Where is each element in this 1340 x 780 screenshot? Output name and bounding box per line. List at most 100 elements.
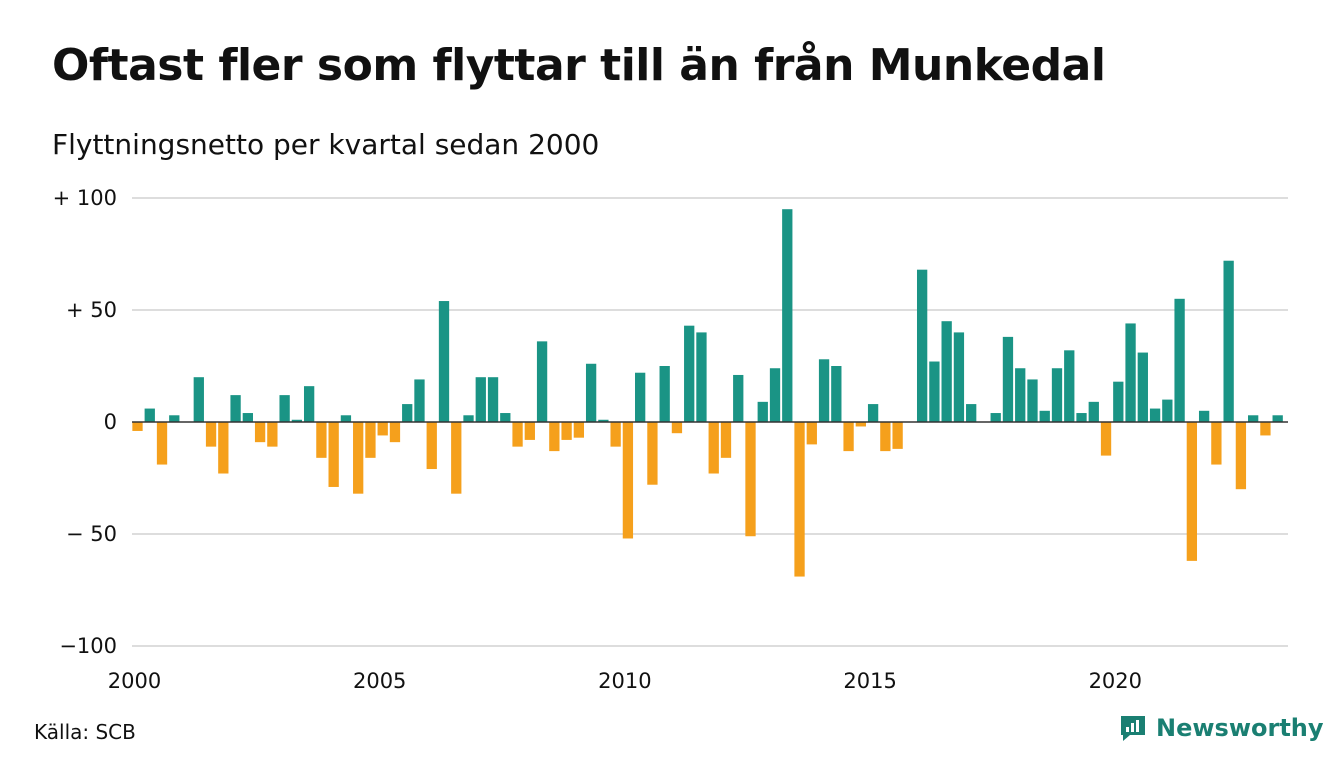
bar — [1260, 422, 1271, 436]
bar-chart: + 100 + 50 0 − 50 −100 2000 2005 2010 2015 2020 — [53, 186, 1288, 693]
bar — [402, 404, 413, 422]
bar — [451, 422, 462, 494]
bar — [782, 209, 793, 422]
bar — [144, 408, 155, 422]
bar — [1015, 368, 1026, 422]
bar — [1223, 260, 1234, 422]
bar — [279, 395, 290, 422]
bar — [169, 415, 180, 422]
bar — [671, 422, 683, 434]
bar — [524, 422, 535, 440]
bar — [500, 413, 511, 422]
bar — [475, 377, 486, 422]
bar — [1051, 368, 1063, 422]
bar — [193, 377, 204, 422]
brand-name: Newsworthy — [1156, 714, 1324, 742]
bar — [684, 325, 695, 422]
bar — [990, 413, 1001, 422]
bar — [1149, 408, 1161, 422]
bar — [377, 422, 388, 436]
bar — [242, 413, 253, 422]
bar — [831, 366, 842, 422]
bar — [966, 404, 977, 422]
bar — [1064, 350, 1075, 422]
bar — [1137, 352, 1148, 422]
bar — [1100, 422, 1112, 456]
bar — [254, 422, 266, 443]
bar — [1174, 298, 1185, 422]
bar — [659, 366, 670, 422]
bar — [573, 422, 585, 438]
bar — [818, 359, 830, 422]
bar — [757, 401, 768, 422]
x-tick-label: 2010 — [598, 669, 651, 693]
brand-logo: Newsworthy — [1118, 713, 1324, 743]
x-tick-label: 2005 — [353, 669, 406, 693]
bar — [880, 422, 891, 452]
chart-subtitle: Flyttningsnetto per kvartal sedan 2000 — [52, 128, 600, 161]
x-tick-label: 2020 — [1089, 669, 1142, 693]
bar — [1125, 323, 1136, 422]
x-tick-label: 2000 — [108, 669, 161, 693]
bar — [512, 422, 523, 447]
bar — [647, 422, 658, 485]
bar — [365, 422, 376, 458]
bar — [1162, 399, 1173, 422]
bar — [303, 386, 315, 422]
bar — [843, 422, 854, 452]
bar — [1039, 410, 1050, 422]
bar — [536, 341, 548, 422]
bar — [806, 422, 817, 445]
y-tick-label: + 100 — [53, 186, 117, 210]
bar — [267, 422, 278, 447]
bar — [622, 422, 634, 539]
bar — [291, 419, 303, 422]
bar — [340, 415, 352, 422]
bar — [1272, 415, 1283, 422]
bar — [635, 372, 646, 422]
bar — [916, 269, 928, 422]
bar — [316, 422, 327, 458]
bar — [794, 422, 805, 577]
bar — [1248, 415, 1259, 422]
bar — [733, 374, 744, 422]
bar — [218, 422, 229, 474]
y-tick-label: 0 — [104, 410, 117, 434]
bar — [720, 422, 732, 458]
bar — [463, 415, 474, 422]
bar — [585, 363, 597, 422]
bar — [1235, 422, 1247, 490]
bar — [205, 422, 217, 447]
bar — [953, 332, 965, 422]
bar — [1211, 422, 1222, 465]
y-tick-label: −100 — [59, 634, 117, 658]
bar — [769, 368, 781, 422]
bar — [438, 301, 450, 422]
bar — [487, 377, 499, 422]
bar — [353, 422, 364, 494]
bar — [230, 395, 241, 422]
newsworthy-logo-icon — [1121, 716, 1145, 741]
bar — [745, 422, 756, 537]
bar — [156, 422, 168, 465]
bar — [867, 404, 879, 422]
y-tick-label: + 50 — [66, 298, 117, 322]
bar — [1198, 410, 1210, 422]
bar — [328, 422, 339, 487]
x-tick-label: 2015 — [843, 669, 896, 693]
bar — [855, 422, 866, 427]
source-label: Källa: SCB — [34, 720, 136, 744]
bar — [696, 332, 707, 422]
bar — [598, 419, 609, 422]
bar — [561, 422, 572, 440]
bar — [132, 422, 143, 431]
bar — [1186, 422, 1198, 561]
bar — [929, 361, 940, 422]
bar — [389, 422, 401, 443]
bar — [549, 422, 560, 452]
bar — [1076, 413, 1087, 422]
y-tick-label: − 50 — [66, 522, 117, 546]
bar — [708, 422, 719, 474]
chart-title: Oftast fler som flyttar till än från Mun… — [52, 40, 1106, 91]
bar — [941, 321, 952, 422]
